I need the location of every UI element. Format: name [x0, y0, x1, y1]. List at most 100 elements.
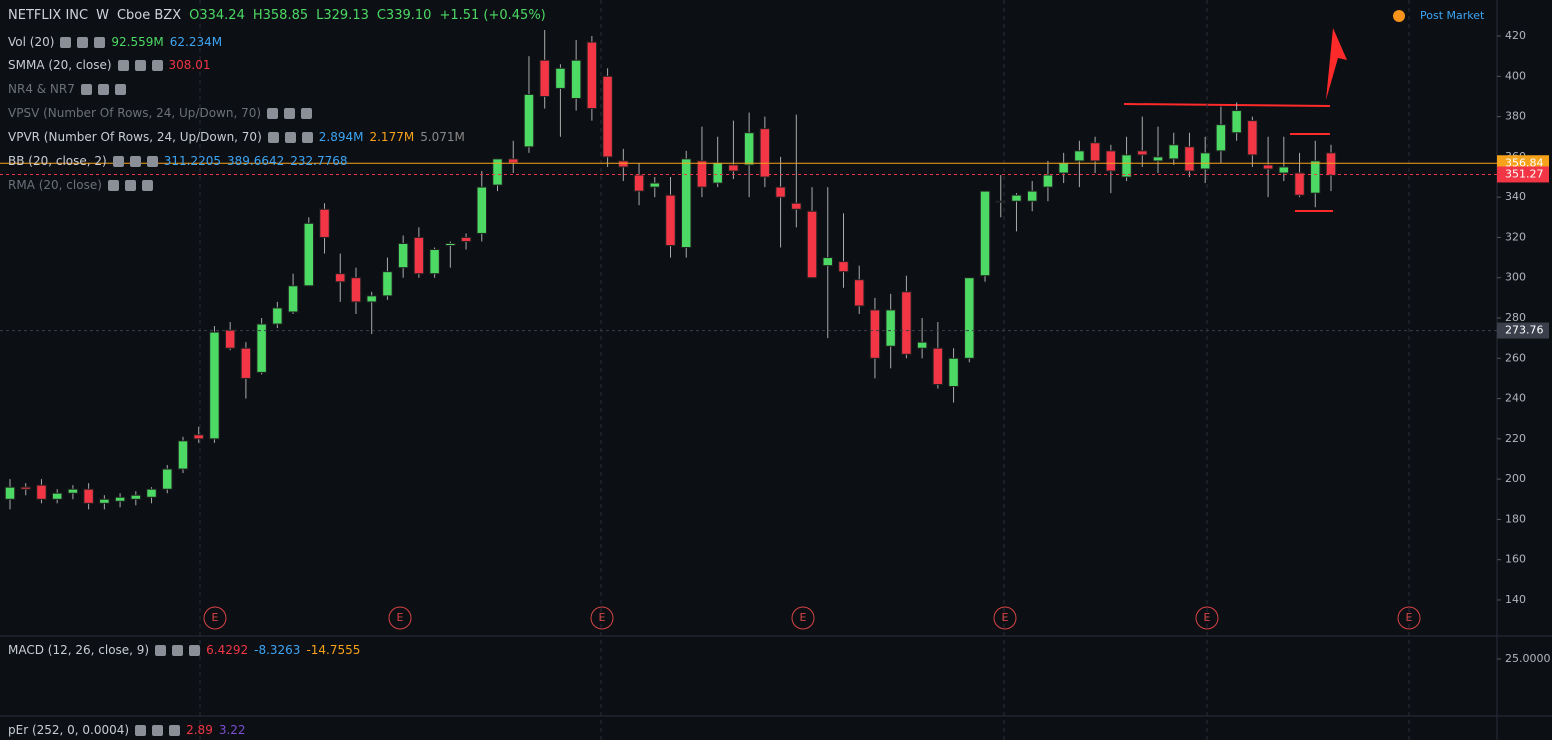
earnings-marker — [791, 606, 815, 630]
indicator-name[interactable]: Vol (20) — [8, 35, 55, 49]
indicator-name[interactable]: SMMA (20, close) — [8, 58, 112, 72]
y-tick-label: 240 — [1505, 392, 1526, 405]
candle-body — [209, 331, 220, 440]
candle-body — [1278, 166, 1290, 174]
candle-body — [853, 279, 865, 307]
price-tag — [1497, 322, 1549, 339]
candle-body — [36, 484, 47, 500]
candle-body — [350, 277, 362, 303]
candle-body — [901, 291, 912, 355]
candle-body — [1325, 152, 1337, 176]
indicator-icon — [301, 107, 313, 119]
candle-body — [1011, 194, 1022, 202]
indicator-icon — [284, 131, 296, 143]
indicator-value: 3.22 — [218, 723, 246, 737]
earnings-marker — [203, 606, 227, 630]
candle-body — [775, 186, 786, 198]
earnings-label: E — [397, 611, 404, 624]
candle-body — [1168, 144, 1179, 160]
indicator-icon — [169, 724, 181, 736]
post-market[interactable]: Post Market — [1420, 9, 1485, 22]
candle-body — [193, 434, 204, 440]
indicator-icon — [107, 179, 119, 191]
exchange[interactable]: Cboe BZX — [116, 8, 182, 23]
y-tick-label: 140 — [1505, 593, 1526, 606]
candle-body — [99, 498, 110, 504]
candle-body — [555, 67, 566, 89]
candle-body — [1184, 146, 1195, 172]
y-tick-label: 260 — [1505, 351, 1526, 364]
indicator-name[interactable]: NR4 & NR7 — [8, 82, 75, 96]
indicator-icon — [117, 59, 129, 71]
candle-body — [838, 261, 849, 273]
indicator-icon — [284, 107, 296, 119]
candle-body — [681, 158, 692, 249]
indicator-icon — [112, 155, 124, 167]
indicator-name[interactable]: VPVR (Number Of Rows, 24, Up/Down, 70) — [8, 130, 262, 144]
candle-body — [1105, 150, 1117, 172]
indicator-icon — [155, 644, 167, 656]
candle-body — [964, 277, 975, 359]
candle-body — [1199, 152, 1211, 170]
price-tag — [1497, 166, 1549, 183]
price-tag-label: 351.27 — [1505, 167, 1544, 180]
candle-body — [948, 357, 959, 387]
candle-body — [586, 41, 598, 110]
indicator-value: 2.177M — [369, 130, 415, 144]
indicator-name[interactable]: RMA (20, close) — [8, 178, 102, 192]
candle-body — [1152, 156, 1164, 162]
indicator-icon — [267, 107, 279, 119]
candle-body — [303, 222, 315, 287]
indicator-name[interactable]: MACD (12, 26, close, 9) — [8, 643, 150, 657]
candle-body — [413, 236, 425, 275]
symbol[interactable]: NETFLIX INC — [8, 8, 89, 23]
candle-body — [460, 236, 472, 242]
candle-body — [366, 295, 377, 303]
candle-body — [4, 486, 16, 500]
indicator-value: 232.7768 — [290, 154, 348, 168]
candle-body — [445, 242, 456, 247]
indicator-name[interactable]: VPSV (Number Of Rows, 24, Up/Down, 70) — [8, 106, 262, 120]
indicator-value: -14.7555 — [306, 643, 361, 657]
ohlc: L329.13 — [316, 8, 369, 23]
indicator-icon — [134, 59, 146, 71]
indicator-icon — [60, 36, 72, 48]
indicator-row: SMMA (20, close) 308.01 — [8, 58, 211, 72]
candle-body — [995, 200, 1006, 203]
candle-body — [508, 158, 519, 164]
candle-body — [287, 285, 299, 313]
candle-body — [240, 347, 252, 379]
candle-body — [114, 496, 126, 502]
candle-body — [649, 182, 660, 188]
candle-body — [728, 164, 739, 172]
earnings-label: E — [1002, 611, 1009, 624]
candle-body — [712, 162, 723, 184]
warning-icon — [1393, 10, 1405, 22]
indicator-value: -8.3263 — [254, 643, 301, 657]
candle-body — [602, 75, 613, 158]
candle-body — [1310, 160, 1321, 194]
interval[interactable]: W — [96, 8, 109, 23]
indicator-row: MACD (12, 26, close, 9) 6.4292 -8.3263 -14.… — [8, 643, 360, 657]
y-tick-label: 340 — [1505, 190, 1526, 203]
indicator-value: 389.6642 — [226, 154, 285, 168]
indicator-icon — [80, 83, 92, 95]
indicator-name[interactable]: pEr (252, 0, 0.0004) — [8, 723, 130, 737]
candle-body — [256, 323, 267, 373]
indicator-value: 308.01 — [168, 58, 211, 72]
candle-body — [319, 208, 330, 238]
candle-body — [979, 190, 991, 277]
indicator-name[interactable]: BB (20, close, 2) — [8, 154, 107, 168]
candle-body — [1121, 154, 1132, 178]
indicator-value: 62.234M — [169, 35, 223, 49]
candle-body — [1137, 150, 1148, 156]
indicator-row: VPSV (Number Of Rows, 24, Up/Down, 70) — [8, 106, 313, 120]
candle-body — [523, 93, 535, 148]
indicator-row: RMA (20, close) — [8, 178, 153, 192]
candle-body — [429, 249, 440, 275]
indicator-value: 2.894M — [318, 130, 364, 144]
indicator-icon — [114, 83, 126, 95]
macd-tick-label: 25.0000 — [1505, 652, 1551, 665]
indicator-icon — [301, 131, 313, 143]
